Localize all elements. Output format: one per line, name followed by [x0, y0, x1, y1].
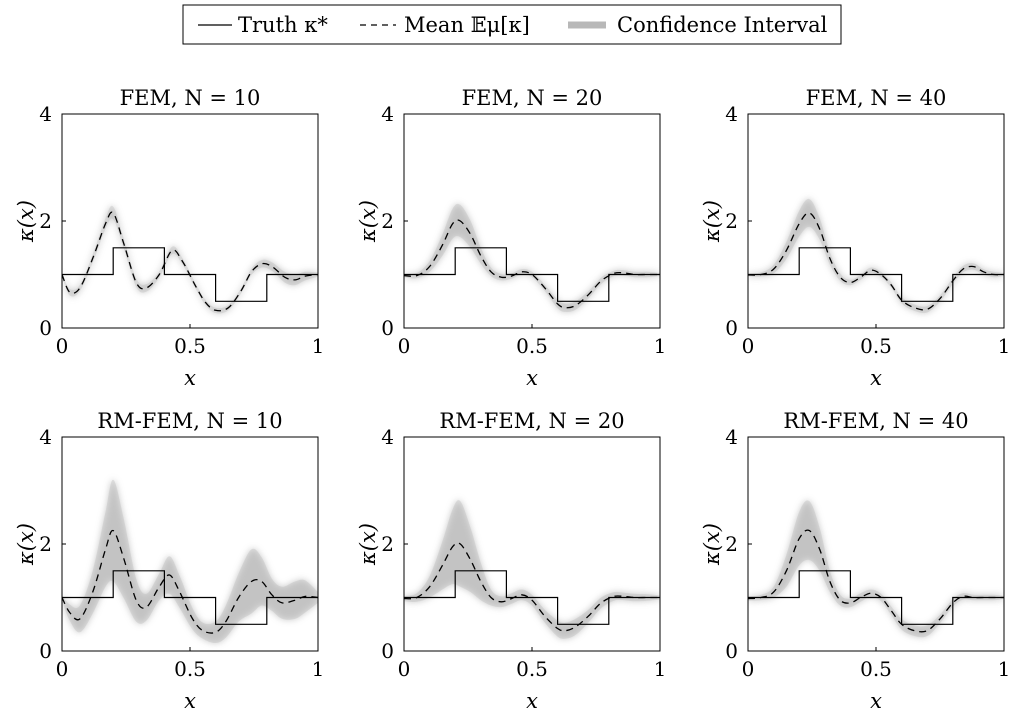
truth-line — [62, 570, 318, 625]
y-axis-label: κ(x) — [356, 523, 380, 566]
subplot: 0 0.5 1 0 2 4 x κ(x) RM-FEM, N = 10 — [14, 409, 324, 713]
x-tick-label: 1 — [654, 334, 667, 358]
x-tick-label: 0 — [398, 657, 411, 681]
x-axis-label: x — [870, 366, 882, 390]
truth-line — [404, 247, 660, 302]
x-tick-label: 0 — [56, 657, 69, 681]
x-tick-label: 0 — [742, 657, 755, 681]
legend-box — [182, 4, 842, 45]
y-tick-label: 2 — [725, 532, 738, 556]
subplot: 0 0.5 1 0 2 4 x κ(x) FEM, N = 40 — [700, 86, 1010, 390]
x-tick-label: 0.5 — [860, 334, 892, 358]
confidence-band-core — [404, 500, 660, 639]
subplot-title: RM-FEM, N = 40 — [783, 409, 968, 433]
x-axis-label: x — [526, 689, 538, 713]
x-tick-label: 1 — [312, 334, 325, 358]
x-axis-label: x — [184, 689, 196, 713]
y-tick-label: 0 — [39, 316, 52, 340]
y-tick-label: 4 — [725, 425, 738, 449]
x-tick-label: 0.5 — [860, 657, 892, 681]
x-tick-label: 0 — [56, 334, 69, 358]
x-tick-label: 0.5 — [516, 657, 548, 681]
truth-line — [404, 570, 660, 625]
x-axis-label: x — [526, 366, 538, 390]
y-tick-label: 2 — [381, 532, 394, 556]
mean-line — [62, 211, 318, 312]
subplot-title: FEM, N = 40 — [806, 86, 947, 110]
subplot: 0 0.5 1 0 2 4 x κ(x) RM-FEM, N = 20 — [356, 409, 666, 713]
plot-area — [62, 114, 318, 328]
confidence-band — [748, 198, 1004, 314]
y-tick-label: 0 — [381, 639, 394, 663]
y-tick-label: 4 — [39, 425, 52, 449]
subplot: 0 0.5 1 0 2 4 x κ(x) RM-FEM, N = 40 — [700, 409, 1010, 713]
y-tick-label: 4 — [725, 102, 738, 126]
plot-content — [404, 203, 660, 313]
mean-line — [62, 529, 318, 634]
x-tick-label: 0.5 — [516, 334, 548, 358]
x-tick-label: 0 — [742, 334, 755, 358]
legend-ci-label: Confidence Interval — [617, 13, 828, 37]
subplot-title: FEM, N = 10 — [120, 86, 261, 110]
subplot: 0 0.5 1 0 2 4 x κ(x) FEM, N = 10 — [14, 86, 324, 390]
mean-line — [404, 542, 660, 632]
y-axis-label: κ(x) — [14, 200, 38, 243]
subplot-title: RM-FEM, N = 20 — [439, 409, 624, 433]
legend-mean-label: Mean 𝔼μ[κ] — [404, 13, 530, 37]
x-tick-label: 1 — [654, 657, 667, 681]
plot-area — [404, 114, 660, 328]
y-tick-label: 2 — [39, 209, 52, 233]
y-axis-label: κ(x) — [700, 523, 724, 566]
confidence-band — [748, 500, 1004, 638]
x-axis-label: x — [870, 689, 882, 713]
legend: Truth κ* Mean 𝔼μ[κ] Confidence Interval — [182, 4, 842, 45]
y-tick-label: 0 — [725, 639, 738, 663]
plot-content — [62, 479, 318, 644]
y-tick-label: 4 — [381, 425, 394, 449]
plot-content — [404, 500, 660, 639]
subplot: 0 0.5 1 0 2 4 x κ(x) FEM, N = 20 — [356, 86, 666, 390]
y-tick-label: 2 — [725, 209, 738, 233]
confidence-band — [404, 500, 660, 639]
mean-line — [404, 219, 660, 309]
plot-content — [748, 198, 1004, 314]
y-tick-label: 2 — [39, 532, 52, 556]
x-tick-label: 1 — [312, 657, 325, 681]
y-axis-label: κ(x) — [14, 523, 38, 566]
y-tick-label: 4 — [39, 102, 52, 126]
x-tick-label: 0 — [398, 334, 411, 358]
y-axis-label: κ(x) — [700, 200, 724, 243]
truth-line — [748, 570, 1004, 625]
y-tick-label: 0 — [381, 316, 394, 340]
x-tick-label: 1 — [998, 334, 1010, 358]
subplot-title: RM-FEM, N = 10 — [97, 409, 282, 433]
confidence-band-core — [748, 198, 1004, 314]
subplots: 0 0.5 1 0 2 4 x κ(x) FEM, N = 10 0 0.5 1 0 2 4 x κ(x) FEM… — [14, 86, 1010, 713]
mean-line — [748, 529, 1004, 633]
y-tick-label: 0 — [39, 639, 52, 663]
x-tick-label: 0.5 — [174, 657, 206, 681]
confidence-band-core — [62, 479, 318, 644]
plot-area — [748, 114, 1004, 328]
mean-line — [748, 212, 1004, 311]
x-axis-label: x — [184, 366, 196, 390]
subplot-title: FEM, N = 20 — [462, 86, 603, 110]
y-tick-label: 4 — [381, 102, 394, 126]
y-axis-label: κ(x) — [356, 200, 380, 243]
x-tick-label: 1 — [998, 657, 1010, 681]
confidence-band — [62, 479, 318, 644]
plot-content — [748, 500, 1004, 638]
confidence-band-core — [748, 500, 1004, 638]
y-tick-label: 0 — [725, 316, 738, 340]
x-tick-label: 0.5 — [174, 334, 206, 358]
plot-content — [62, 205, 318, 314]
y-tick-label: 2 — [381, 209, 394, 233]
legend-truth-label: Truth κ* — [238, 13, 328, 37]
truth-line — [748, 247, 1004, 302]
plot-area — [748, 437, 1004, 651]
